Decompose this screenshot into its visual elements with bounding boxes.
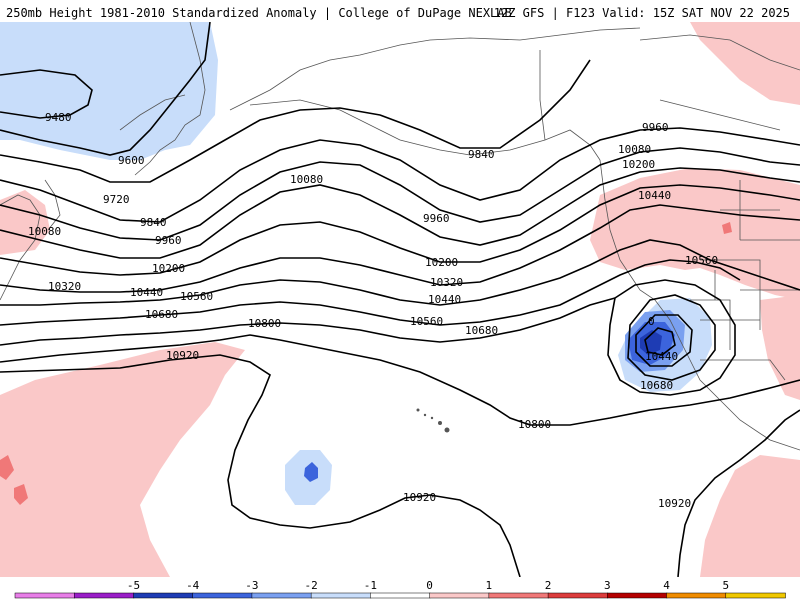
contour-label-10080-c: 10080 (290, 173, 323, 186)
map-panel[interactable]: 9480 9600 9720 9840 9960 10080 10200 103… (0, 22, 800, 577)
contour-10920 (0, 354, 521, 577)
contour-label-10560: 10560 (180, 290, 213, 303)
positive-anomaly-w-pacific (0, 342, 245, 577)
negative-anomaly-hawaii-core (304, 462, 318, 482)
positive-anomaly-spot-1 (0, 455, 14, 480)
positive-anomaly-japan (0, 190, 50, 255)
colorbar-tick-label: 4 (663, 579, 670, 592)
colorbar-swatch (429, 592, 490, 599)
colorbar-swatch (547, 592, 609, 599)
contour-10560 (0, 259, 741, 326)
contour-label-10200-c: 10200 (425, 256, 458, 269)
colorbar: -5 -4 -3 -2 -1 0 1 2 3 4 5 (0, 577, 800, 600)
map-svg: 9480 9600 9720 9840 9960 10080 10200 103… (0, 22, 800, 577)
colorbar-swatch (133, 592, 194, 599)
colorbar-tick-label: -2 (305, 579, 318, 592)
positive-anomaly-alaska (690, 22, 800, 105)
contour-label-10920: 10920 (166, 349, 199, 362)
map-title: 250mb Height 1981-2010 Standardized Anom… (6, 6, 512, 20)
contour-label-center: 0 (648, 315, 655, 328)
contour-label-9480: 9480 (45, 111, 72, 124)
contour-label-9720: 9720 (103, 193, 130, 206)
contour-low-center (644, 327, 676, 356)
contour-label-10200-e: 10200 (622, 158, 655, 171)
colorbar-tick-label: -5 (127, 579, 140, 592)
contour-label-9960: 9960 (155, 234, 182, 247)
contour-label-10320-c: 10320 (430, 276, 463, 289)
contour-label-10560-c: 10560 (410, 315, 443, 328)
contour-10200 (0, 184, 800, 276)
contour-low-10560 (627, 294, 716, 381)
contour-9600 (0, 22, 211, 156)
contour-label-9960-c: 9960 (423, 212, 450, 225)
colorbar-ticks: -5 -4 -3 -2 -1 0 1 2 3 4 5 (127, 579, 729, 592)
colorbar-swatch (725, 592, 786, 599)
colorbar-tick-label: -4 (186, 579, 200, 592)
anomaly-shading (0, 22, 800, 577)
contour-10440 (0, 239, 800, 306)
contour-9720 (0, 59, 591, 183)
colorbar-tick-label: 2 (545, 579, 552, 592)
colorbar-tick-label: 5 (722, 579, 729, 592)
contour-label-9960-e: 9960 (642, 121, 669, 134)
colorbar-swatches (14, 592, 786, 599)
positive-anomaly-pacific-nw (590, 168, 800, 300)
contour-label-10680: 10680 (145, 308, 178, 321)
contour-labels: 9480 9600 9720 9840 9960 10080 10200 103… (28, 111, 718, 510)
contour-label-10800-c: 10800 (518, 418, 551, 431)
colorbar-tick-label: 1 (486, 579, 493, 592)
contour-low-10440 (635, 314, 693, 367)
colorbar-swatch (488, 592, 549, 599)
colorbar-svg: -5 -4 -3 -2 -1 0 1 2 3 4 5 (14, 579, 786, 599)
colorbar-swatch (310, 592, 372, 599)
contour-label-10440: 10440 (130, 286, 163, 299)
contour-label-10440-c: 10440 (428, 293, 461, 306)
hawaii-islands (416, 408, 450, 433)
colorbar-swatch (192, 592, 253, 599)
contour-low-10680 (607, 279, 736, 396)
colorbar-swatch (14, 592, 75, 599)
contour-label-10680-c: 10680 (465, 324, 498, 337)
contour-label-10080-w: 10080 (28, 225, 61, 238)
contour-label-9840-c: 9840 (468, 148, 495, 161)
height-contours (0, 22, 800, 577)
colorbar-tick-label: 0 (426, 579, 433, 592)
contour-label-10080-e: 10080 (618, 143, 651, 156)
colorbar-swatch (73, 592, 135, 599)
contour-10080 (0, 167, 800, 259)
colorbar-tick-label: 3 (604, 579, 611, 592)
contour-9840 (0, 127, 800, 223)
contour-label-10200: 10200 (152, 262, 185, 275)
positive-anomaly-southwest (760, 295, 800, 400)
contour-10680 (0, 297, 616, 346)
contour-label-9840: 9840 (140, 216, 167, 229)
contour-label-10440-low: 10440 (645, 350, 678, 363)
colorbar-swatch (370, 592, 431, 599)
colorbar-swatch (607, 592, 668, 599)
model-valid-time: 12Z GFS | F123 Valid: 15Z SAT NOV 22 202… (493, 6, 790, 20)
colorbar-swatch (251, 592, 312, 599)
negative-anomaly-low-center (640, 330, 662, 355)
contour-10320 (0, 204, 800, 293)
contour-9480 (0, 69, 93, 119)
positive-anomaly-e-pacific (700, 455, 800, 577)
colorbar-swatch (666, 592, 727, 599)
contour-label-10440-e: 10440 (638, 189, 671, 202)
contour-label-10560-e: 10560 (685, 254, 718, 267)
contour-9960 (0, 147, 800, 241)
contour-label-10320: 10320 (48, 280, 81, 293)
negative-anomaly-aleutian (0, 22, 218, 160)
contour-label-10800: 10800 (248, 317, 281, 330)
colorbar-tick-label: -3 (245, 579, 258, 592)
contour-label-10920-c: 10920 (403, 491, 436, 504)
contour-10800 (0, 334, 800, 426)
positive-anomaly-spot-2 (14, 484, 28, 505)
contour-label-10680-low: 10680 (640, 379, 673, 392)
contour-label-9600: 9600 (118, 154, 145, 167)
contour-10920-east (677, 409, 800, 577)
contour-label-10920-e: 10920 (658, 497, 691, 510)
positive-anomaly-spot-3 (722, 222, 732, 234)
colorbar-tick-label: -1 (364, 579, 377, 592)
header-bar: 250mb Height 1981-2010 Standardized Anom… (0, 0, 800, 22)
